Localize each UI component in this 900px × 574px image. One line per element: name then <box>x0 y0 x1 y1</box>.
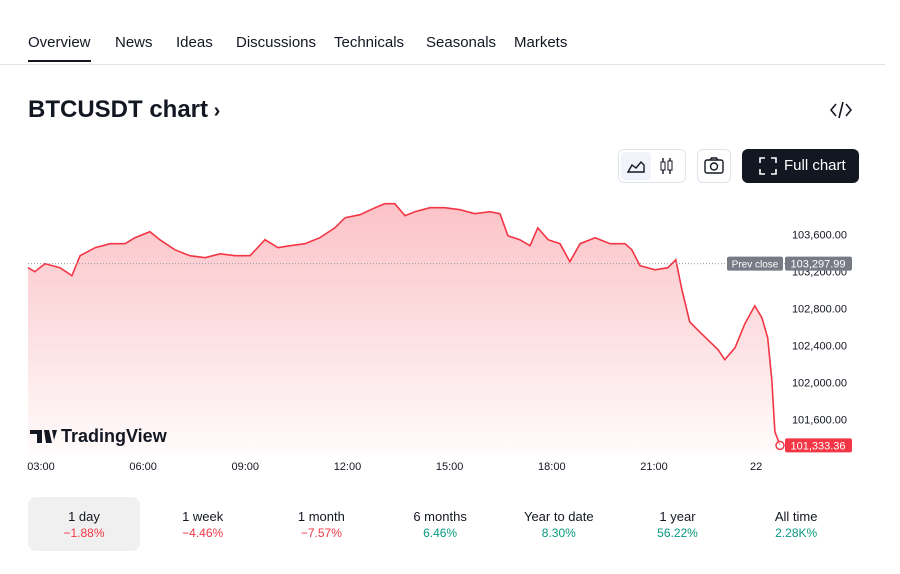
embed-icon[interactable] <box>830 100 852 120</box>
nav-tab[interactable]: Seasonals <box>426 34 497 51</box>
logo-mark <box>30 430 57 443</box>
y-tick-label: 103,600.00 <box>792 230 847 242</box>
period-label[interactable]: 6 months <box>413 509 467 524</box>
y-tick-label: 101,600.00 <box>792 415 847 427</box>
last-price-label: 101,333.36 <box>790 440 845 452</box>
x-tick-label: 21:00 <box>640 461 668 473</box>
period-change[interactable]: 56.22% <box>657 526 698 540</box>
nav-tab[interactable]: Markets <box>514 34 568 51</box>
period-button[interactable]: All time 2.28K% <box>740 497 852 551</box>
period-change[interactable]: 6.46% <box>423 526 458 540</box>
x-tick-label: 06:00 <box>129 461 157 473</box>
prev-close-label: Prev close <box>732 259 779 270</box>
period-button[interactable]: 6 months 6.46% <box>384 497 496 551</box>
chart-style-toggle[interactable] <box>618 149 686 183</box>
watermark-logo <box>30 430 57 443</box>
period-change[interactable]: −1.88% <box>63 526 105 540</box>
period-change[interactable]: 8.30% <box>541 526 576 540</box>
chart: 101,600.00 102,000.00 102,400.00 102,800.00… <box>27 202 852 473</box>
y-tick-label: 102,000.00 <box>792 378 847 390</box>
x-tick-label: 22 <box>750 461 762 473</box>
period-label[interactable]: 1 year <box>659 509 696 524</box>
period-label[interactable]: 1 day <box>68 509 100 524</box>
x-tick-label: 18:00 <box>538 461 566 473</box>
period-button[interactable]: Year to date 8.30% <box>503 497 615 551</box>
period-button[interactable]: 1 week −4.46% <box>147 497 259 551</box>
nav-tab[interactable]: Overview <box>28 34 91 62</box>
x-tick-label: 03:00 <box>27 461 55 473</box>
x-tick-label: 09:00 <box>232 461 260 473</box>
nav-tab[interactable]: Discussions <box>236 34 317 51</box>
title-text[interactable]: BTCUSDT chart <box>28 96 209 123</box>
prev-close-value: 103,297.99 <box>790 259 845 271</box>
snapshot-button[interactable] <box>697 149 731 183</box>
area-fill <box>28 203 780 455</box>
period-change[interactable]: −7.57% <box>300 526 342 540</box>
period-label[interactable]: 1 week <box>182 509 224 524</box>
full-chart-label[interactable]: Full chart <box>784 157 846 174</box>
last-point <box>775 440 785 451</box>
period-change[interactable]: −4.46% <box>182 526 224 540</box>
period-label[interactable]: Year to date <box>523 509 594 524</box>
last-price-tag <box>785 438 852 453</box>
divider <box>0 64 885 65</box>
x-tick-label: 12:00 <box>334 461 362 473</box>
toggle-icons <box>621 152 673 180</box>
x-tick-label: 15:00 <box>436 461 464 473</box>
full-chart-button[interactable]: Full chart <box>742 149 859 183</box>
period-button[interactable]: 1 day −1.88% <box>28 497 140 551</box>
fullscreen-icon <box>759 157 777 175</box>
chart-title[interactable]: BTCUSDT chart › <box>28 96 221 123</box>
y-tick-label: 102,800.00 <box>792 304 847 316</box>
period-change[interactable]: 2.28K% <box>775 526 818 540</box>
period-button[interactable]: 1 month −7.57% <box>265 497 377 551</box>
prev-close-value-tag <box>785 256 852 271</box>
nav-tab[interactable]: Ideas <box>176 34 213 51</box>
period-label[interactable]: All time <box>774 509 818 524</box>
price-line <box>27 202 781 446</box>
period-label[interactable]: 1 month <box>297 509 345 524</box>
period-button[interactable]: 1 year 56.22% <box>622 497 734 551</box>
y-tick-label: 102,400.00 <box>792 341 847 353</box>
nav-tab[interactable]: News <box>115 34 153 51</box>
watermark: TradingView <box>61 426 168 446</box>
camera-icon <box>704 157 724 174</box>
prev-close-tag <box>727 256 783 271</box>
nav-tab[interactable]: Technicals <box>334 34 405 51</box>
